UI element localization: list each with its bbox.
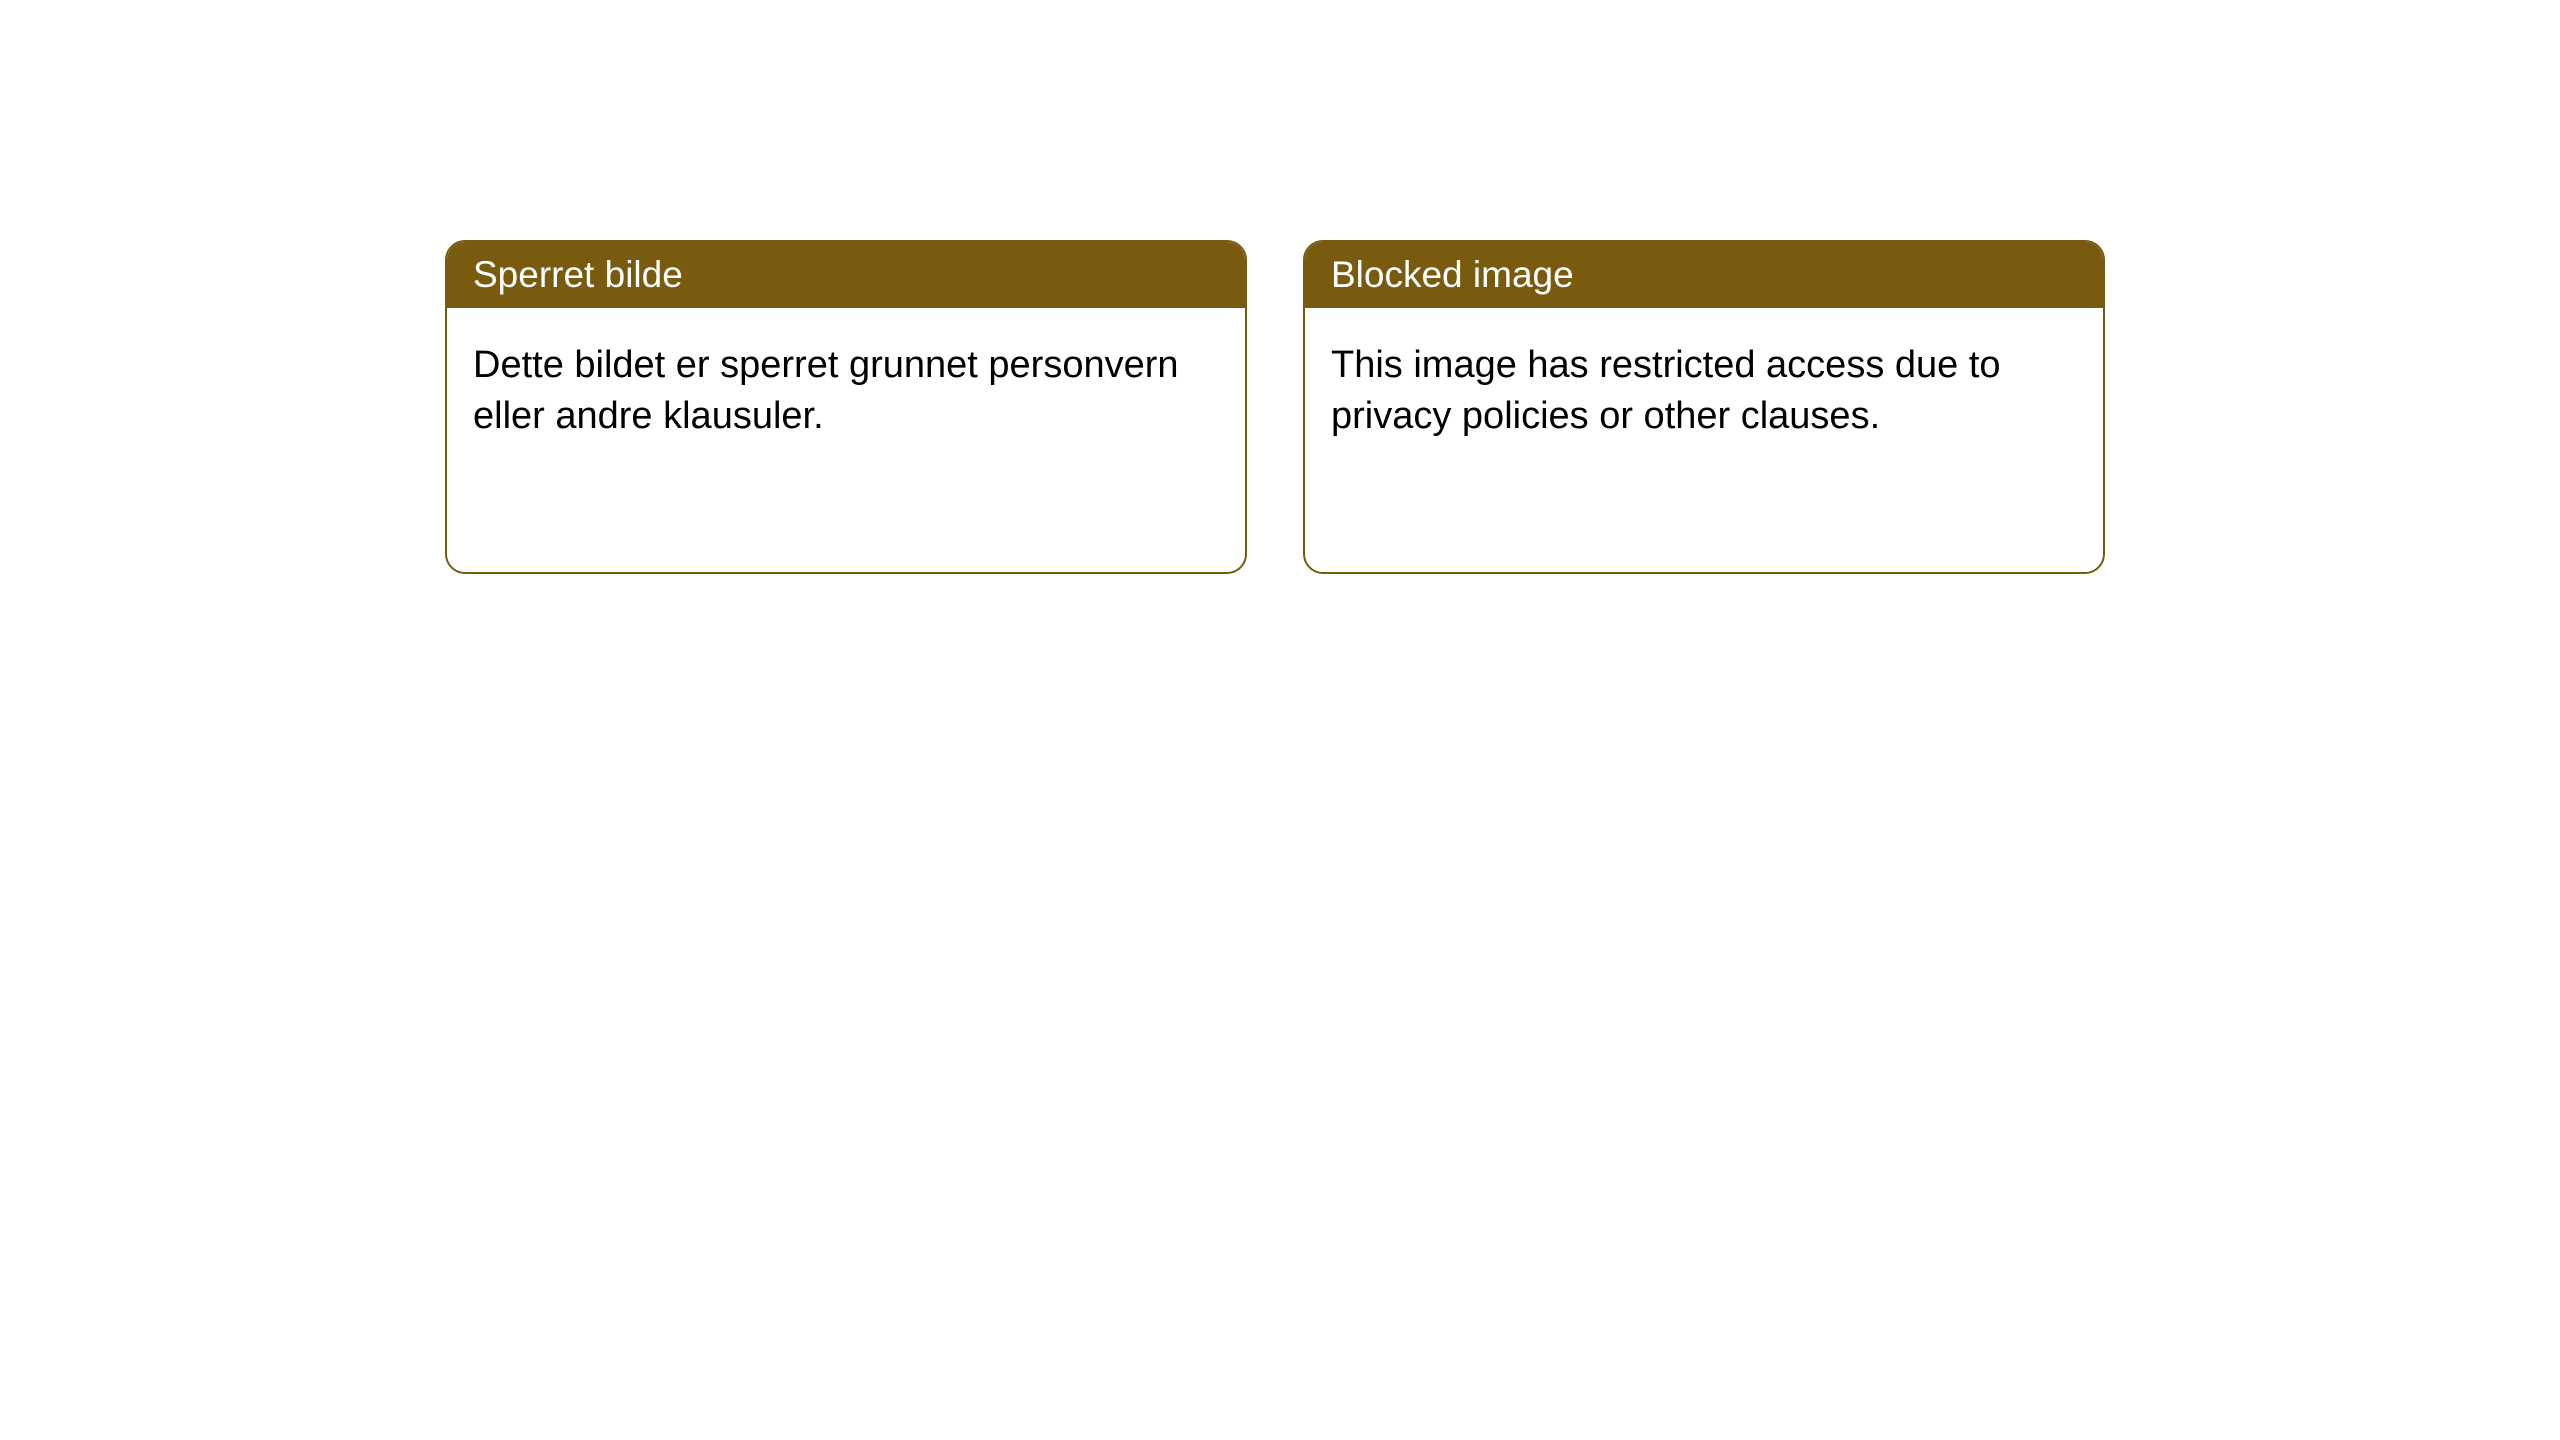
blocked-image-card-no: Sperret bilde Dette bildet er sperret gr… [445, 240, 1247, 574]
card-body-text: This image has restricted access due to … [1331, 344, 2001, 437]
card-title: Sperret bilde [473, 254, 683, 295]
card-title: Blocked image [1331, 254, 1574, 295]
card-header: Blocked image [1305, 242, 2103, 308]
card-header: Sperret bilde [447, 242, 1245, 308]
card-body: This image has restricted access due to … [1305, 308, 2103, 475]
blocked-image-card-en: Blocked image This image has restricted … [1303, 240, 2105, 574]
card-body: Dette bildet er sperret grunnet personve… [447, 308, 1245, 475]
blocked-image-cards-container: Sperret bilde Dette bildet er sperret gr… [445, 240, 2105, 574]
card-body-text: Dette bildet er sperret grunnet personve… [473, 344, 1179, 437]
